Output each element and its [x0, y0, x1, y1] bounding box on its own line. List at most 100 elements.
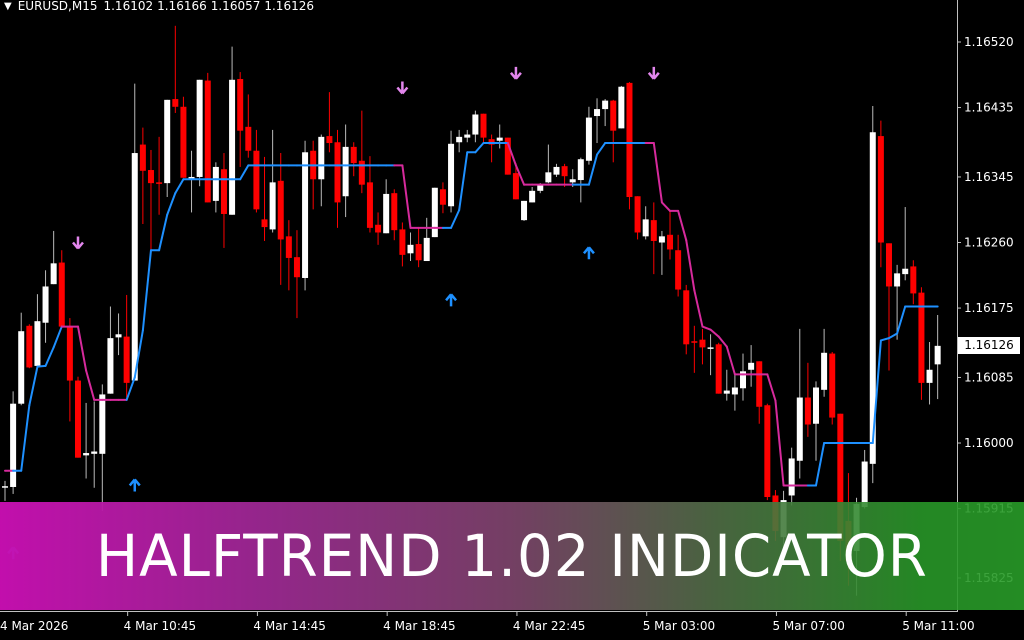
candle-body	[220, 169, 227, 214]
time-tick-label: 5 Mar 03:00	[643, 619, 716, 633]
halftrend-segment	[506, 142, 517, 167]
bull-candle	[602, 99, 609, 127]
candle-body	[796, 397, 803, 461]
candle-body	[285, 236, 292, 258]
bull-candle	[196, 79, 203, 187]
candle-body	[488, 139, 495, 145]
candle-body	[407, 244, 414, 254]
candle-body	[756, 361, 763, 407]
candle-body	[423, 237, 430, 262]
candle-body	[91, 451, 98, 454]
bear-candle	[829, 352, 836, 425]
bull-candle	[212, 162, 219, 213]
halftrend-segment	[725, 345, 736, 376]
candle-body	[83, 453, 90, 456]
candle-body	[375, 224, 382, 233]
halftrend-segment	[474, 142, 485, 154]
candle-body	[229, 79, 236, 215]
halftrend-segment	[44, 346, 55, 367]
candle-body	[383, 193, 390, 234]
candle-body	[342, 146, 349, 197]
bull-candle	[788, 447, 795, 506]
candle-body	[172, 99, 179, 107]
candle-body	[196, 79, 203, 177]
candle-body	[456, 136, 463, 143]
halftrend-segment	[685, 239, 696, 292]
bull-candle	[464, 129, 471, 143]
candle-body	[707, 347, 714, 349]
bull-candle	[431, 187, 438, 238]
time-tick-label: 4 Mar 14:45	[253, 619, 326, 633]
halftrend-segment	[141, 249, 152, 332]
candle-body	[813, 387, 819, 424]
bear-candle	[877, 120, 884, 268]
bull-candle	[188, 150, 195, 213]
candle-body	[431, 187, 438, 238]
bear-candle	[885, 243, 892, 371]
candle-body	[50, 263, 57, 285]
candle-body	[415, 244, 422, 261]
candle-body	[42, 286, 49, 323]
candle-body	[439, 189, 446, 205]
bear-candle	[399, 222, 406, 267]
arrow-down-shape	[72, 236, 84, 250]
halftrend-segment	[815, 442, 826, 487]
bear-candle	[610, 99, 617, 163]
bear-candle	[326, 92, 333, 153]
candle-body	[399, 229, 406, 255]
candle-body	[318, 136, 325, 180]
candle-body	[237, 79, 244, 131]
candle-body	[504, 137, 511, 175]
sell-arrow-icon	[509, 66, 522, 80]
candle-body	[10, 403, 17, 487]
bull-candle	[229, 46, 236, 215]
halftrend-segment	[896, 305, 907, 335]
bull-candle	[796, 328, 803, 479]
low-value: 1.16057	[210, 0, 261, 13]
candle-body	[634, 196, 641, 233]
time-axis[interactable]: 4 Mar 2026 4 Mar 10:45 4 Mar 14:45 4 Mar 18…	[0, 612, 975, 633]
sell-arrow-icon	[647, 66, 660, 80]
halftrend-segment	[693, 289, 704, 328]
bull-candle	[934, 315, 941, 400]
bull-candle	[594, 98, 601, 144]
candle-body	[553, 166, 560, 175]
bear-candle	[147, 149, 154, 251]
bear-candle	[512, 163, 519, 200]
triangle-down-icon[interactable]: ▼	[4, 0, 12, 12]
bull-candle	[18, 312, 25, 406]
bear-candle	[350, 142, 357, 177]
candle-body	[699, 339, 706, 348]
bear-candle	[285, 220, 292, 291]
bear-candle	[480, 113, 487, 143]
candle-body	[464, 134, 471, 138]
bull-candle	[861, 449, 868, 509]
candle-body	[99, 394, 106, 454]
bear-candle	[245, 94, 252, 158]
bull-candle	[585, 106, 592, 165]
halftrend-segment	[239, 164, 250, 181]
candle-body	[293, 257, 300, 278]
candle-body	[350, 146, 357, 164]
halftrend-segment	[125, 376, 136, 401]
candle-body	[529, 190, 536, 203]
candle-body	[204, 80, 211, 203]
arrow-up-shape	[445, 293, 458, 307]
bear-candle	[561, 163, 568, 187]
bull-candle	[553, 163, 560, 177]
bull-candle	[813, 381, 819, 461]
chart-header: ▼ EURUSD,M15 1.16102 1.16166 1.16057 1.1…	[4, 0, 314, 13]
candle-body	[804, 397, 811, 425]
bear-candle	[58, 250, 65, 327]
candle-body	[496, 137, 503, 141]
candle-body	[926, 369, 933, 383]
bear-candle	[764, 403, 771, 501]
candle-body	[391, 193, 398, 231]
bear-candle	[204, 72, 211, 203]
bull-candle	[723, 369, 730, 401]
arrow-up-shape	[582, 246, 595, 260]
candle-body	[245, 126, 252, 151]
halftrend-segment	[158, 213, 169, 252]
bear-candle	[172, 25, 179, 113]
